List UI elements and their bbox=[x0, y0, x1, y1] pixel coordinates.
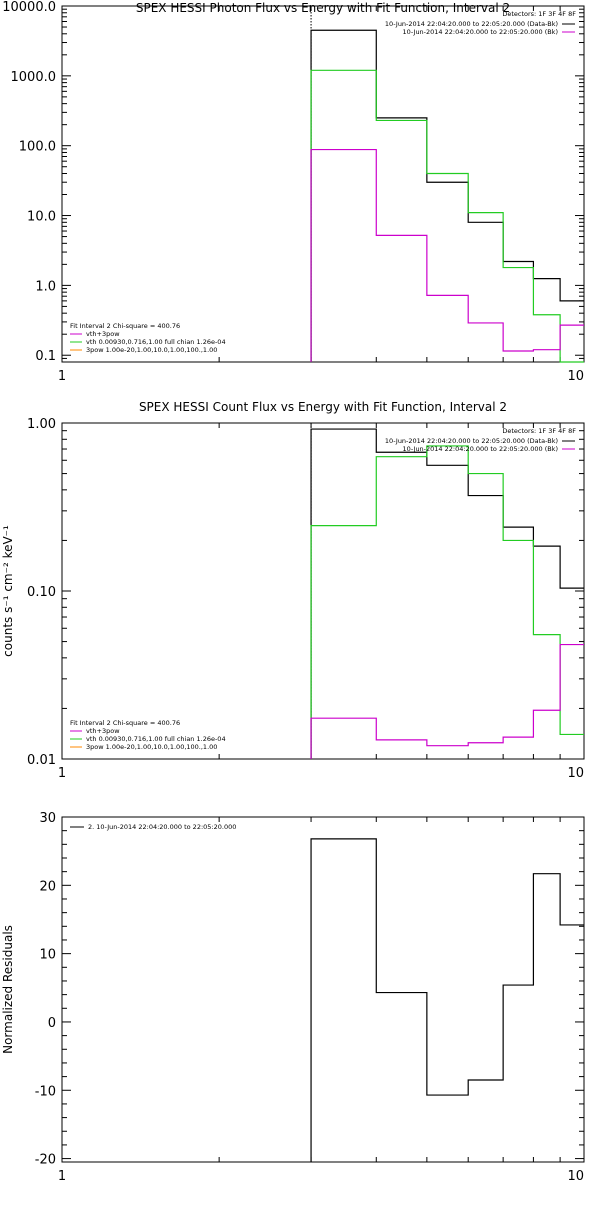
legend-entry: 10-Jun-2014 22:04:20.000 to 22:05:20.000… bbox=[403, 28, 558, 36]
y-tick-label: 1000.0 bbox=[11, 70, 57, 85]
series-3-line bbox=[310, 148, 584, 362]
legend-entry: 10-Jun-2014 22:04:20.000 to 22:05:20.000… bbox=[385, 20, 558, 28]
y-tick-label: 10000.0 bbox=[2, 0, 56, 15]
series-2-line bbox=[310, 445, 584, 759]
x-tick-label: 10 bbox=[567, 766, 584, 781]
series-1-line bbox=[310, 838, 584, 1162]
legend-header: Detectors: 1F 3F 4F 8F bbox=[502, 10, 576, 18]
chart-panel-3: 1 10 30 20 10 0 -10 -20 Normalized Residuals 2. 1… bbox=[1, 811, 585, 1184]
series-1-line bbox=[310, 428, 584, 759]
fit-legend-entry: 3pow 1.00e-20,1.00,10.0,1.00,100.,1.00 bbox=[86, 743, 217, 751]
chart-panel-1: SPEX HESSI Photon Flux vs Energy with Fi… bbox=[2, 0, 585, 384]
chart-title: SPEX HESSI Count Flux vs Energy with Fit… bbox=[139, 400, 507, 414]
y-tick-label: 1.00 bbox=[27, 417, 56, 432]
chart-panel-2: SPEX HESSI Count Flux vs Energy with Fit… bbox=[1, 400, 585, 781]
series-2-line bbox=[310, 69, 584, 363]
y-tick-label: -20 bbox=[35, 1153, 56, 1168]
series-3-line bbox=[310, 643, 584, 759]
fit-legend-entry: vth 0.00930,0.716,1.00 full chian 1.26e-… bbox=[86, 338, 226, 346]
y-tick-label: 0 bbox=[48, 1016, 56, 1031]
fit-legend-entry: vth+3pow bbox=[86, 330, 120, 338]
legend-entry: 2. 10-Jun-2014 22:04:20.000 to 22:05:20.… bbox=[88, 823, 236, 831]
y-tick-label: 30 bbox=[39, 811, 56, 826]
x-tick-label: 1 bbox=[58, 1169, 66, 1184]
y-tick-label: 20 bbox=[39, 879, 56, 894]
fit-legend-entry: vth 0.00930,0.716,1.00 full chian 1.26e-… bbox=[86, 735, 226, 743]
legend-entry: 10-Jun-2014 22:04:20.000 to 22:05:20.000… bbox=[385, 437, 558, 445]
y-tick-label: 0.1 bbox=[35, 349, 56, 364]
fit-legend-entry: 3pow 1.00e-20,1.00,10.0,1.00,100.,1.00 bbox=[86, 346, 217, 354]
legend-header: Detectors: 1F 3F 4F 8F bbox=[502, 427, 576, 435]
y-axis-label: Normalized Residuals bbox=[1, 925, 15, 1054]
y-tick-label: 100.0 bbox=[19, 140, 56, 155]
x-tick-label: 1 bbox=[58, 369, 66, 384]
y-tick-label: 1.0 bbox=[35, 279, 56, 294]
chart-title: SPEX HESSI Photon Flux vs Energy with Fi… bbox=[136, 1, 510, 15]
y-tick-label: 0.01 bbox=[27, 753, 56, 768]
fit-legend-entry: vth+3pow bbox=[86, 727, 120, 735]
axes-frame bbox=[61, 5, 585, 363]
fit-legend-header: Fit Interval 2 Chi-square = 400.76 bbox=[70, 719, 180, 727]
x-tick-label: 1 bbox=[58, 766, 66, 781]
y-tick-label: 10 bbox=[39, 948, 56, 963]
y-axis-label: counts s⁻¹ cm⁻² keV⁻¹ bbox=[1, 525, 15, 657]
series-1-line bbox=[310, 29, 584, 362]
x-tick-label: 10 bbox=[567, 369, 584, 384]
fit-legend-header: Fit Interval 2 Chi-square = 400.76 bbox=[70, 322, 180, 330]
legend-entry: 10-Jun-2014 22:04:20.000 to 22:05:20.000… bbox=[403, 445, 558, 453]
y-tick-label: 0.10 bbox=[27, 585, 56, 600]
y-tick-label: -10 bbox=[35, 1084, 56, 1099]
y-tick-label: 10.0 bbox=[27, 210, 56, 225]
x-tick-label: 10 bbox=[567, 1169, 584, 1184]
axes-frame bbox=[61, 422, 585, 760]
axes-frame bbox=[61, 816, 585, 1163]
